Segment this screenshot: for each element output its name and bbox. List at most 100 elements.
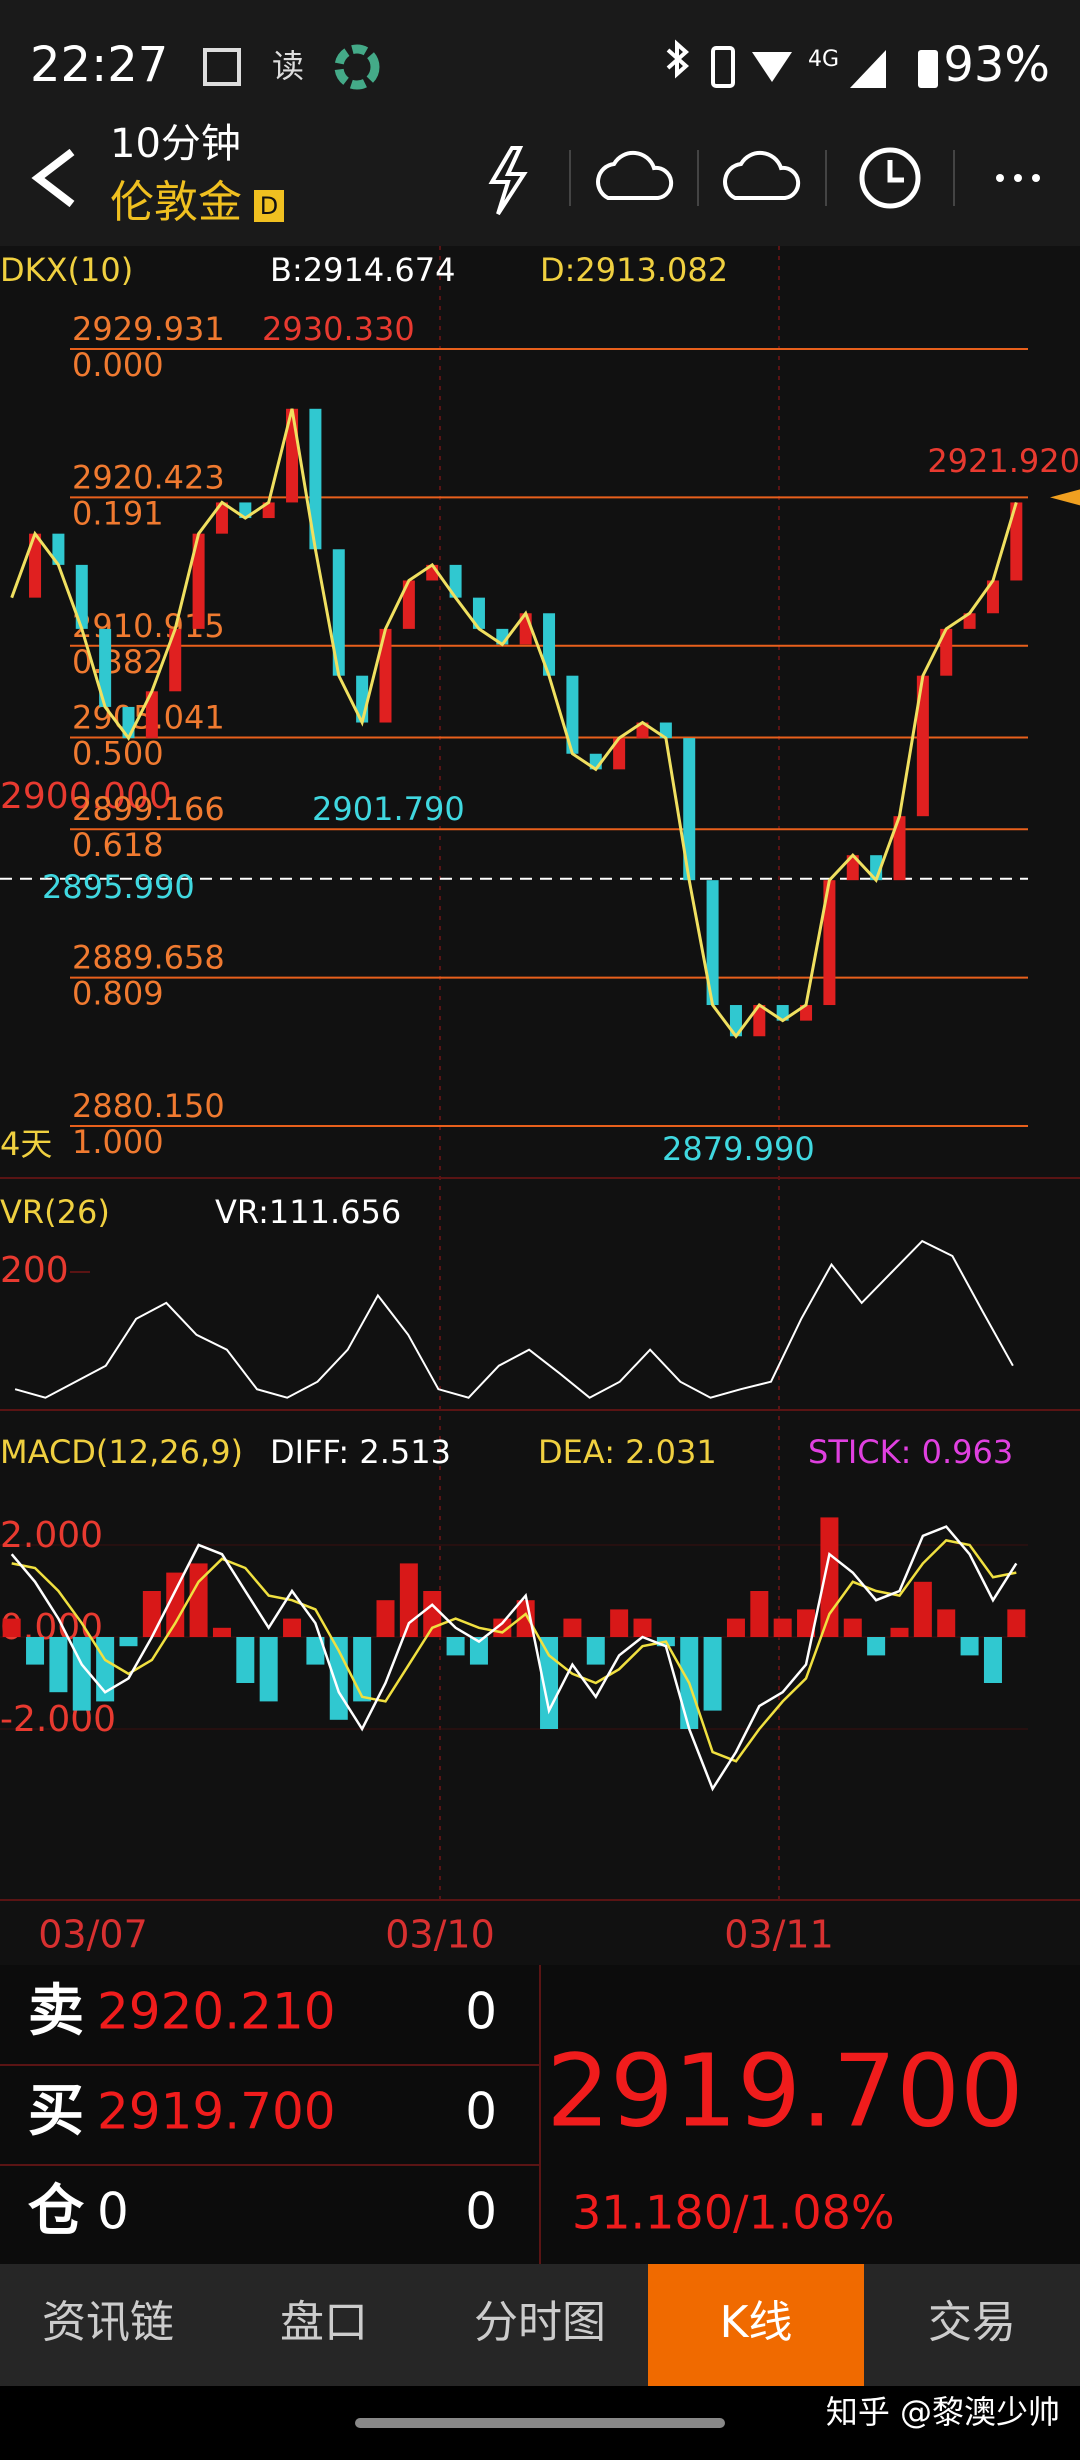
candle [332, 549, 345, 676]
macd-bar [49, 1637, 68, 1693]
macd-bar [516, 1600, 535, 1637]
macd-bar [353, 1637, 372, 1702]
dea-label: DEA: 2.031 [538, 1433, 717, 1471]
macd-tick-label: -2.000 [0, 1699, 116, 1740]
macd-bar [750, 1591, 769, 1637]
left-label: 2900.000 [0, 776, 172, 817]
candle [706, 880, 719, 1006]
tab-bar-bg [0, 2264, 1080, 2386]
candle [215, 502, 228, 534]
vr-tick-label: 200 [0, 1250, 69, 1291]
high-label: 2930.330 [262, 310, 415, 348]
fib-price: 2929.931 [72, 310, 225, 348]
macd-bar [142, 1591, 161, 1637]
fib-ratio: 0.618 [72, 826, 164, 864]
macd-bar [259, 1637, 278, 1702]
macd-bar [773, 1618, 792, 1637]
history-button[interactable] [859, 147, 921, 209]
home-indicator [355, 2418, 725, 2428]
row-label: 卖 [28, 1979, 84, 2044]
cloud-flash-button[interactable] [596, 150, 674, 200]
candle [145, 691, 158, 739]
macd-bar [610, 1609, 629, 1637]
signal-icon [850, 50, 886, 88]
level-marker [1050, 489, 1080, 506]
candle [963, 613, 976, 629]
row-label: 仓 [28, 2179, 85, 2244]
watermark: 知乎 @黎澳少帅 [826, 2393, 1060, 2431]
macd-bar [26, 1637, 45, 1665]
dkx-d: D:2913.082 [540, 251, 728, 289]
macd-bar [843, 1618, 862, 1637]
macd-bar [633, 1618, 652, 1637]
macd-bar [446, 1637, 465, 1656]
row-price: 2920.210 [97, 1983, 336, 2041]
candle [99, 628, 112, 707]
row-price: 2919.700 [97, 2083, 336, 2141]
tab[interactable]: K线 [720, 2297, 793, 2348]
fib-ratio: 0.382 [72, 643, 164, 681]
candle [776, 1005, 789, 1021]
row-qty: 0 [465, 1983, 497, 2041]
macd-bar [586, 1637, 605, 1665]
macd-bar [376, 1600, 395, 1637]
bluetooth-icon [666, 39, 690, 79]
candle [239, 502, 252, 519]
app-icon [334, 44, 380, 90]
macd-bar [1007, 1609, 1026, 1637]
fib-ratio: 0.809 [72, 975, 164, 1013]
macd-bar [2, 1618, 21, 1637]
dea-line [11, 1539, 1017, 1763]
macd-bar [726, 1618, 745, 1637]
fib-price: 2889.658 [72, 939, 225, 977]
macd-bar [283, 1618, 302, 1637]
right-label: 2921.920 [927, 442, 1080, 480]
flash-button[interactable] [488, 146, 528, 216]
notification-icon [203, 48, 241, 86]
candle [613, 738, 626, 770]
candle [543, 613, 556, 676]
fib-price: 2880.150 [72, 1087, 225, 1125]
macd-bar [983, 1637, 1002, 1683]
read-icon: 读 [272, 47, 304, 85]
macd-bar [913, 1581, 932, 1637]
dkx-b: B:2914.674 [270, 251, 455, 289]
candle [449, 564, 462, 598]
date-label: 03/11 [724, 1913, 834, 1957]
cloud-sync-button[interactable] [723, 150, 801, 200]
wifi-icon [752, 52, 792, 82]
vr-line [14, 1239, 1014, 1399]
candle [566, 675, 579, 754]
tab[interactable]: 分时图 [474, 2297, 606, 2348]
row-qty: 0 [465, 2183, 497, 2241]
macd-bar [937, 1609, 956, 1637]
macd-bar [797, 1609, 816, 1637]
candle [52, 533, 65, 565]
tab[interactable]: 盘口 [280, 2297, 368, 2348]
vibrate-icon [711, 46, 735, 88]
fib-price: 2920.423 [72, 458, 225, 496]
fib-ratio: 0.000 [72, 346, 164, 384]
row-qty: 0 [465, 2083, 497, 2141]
macd-title: MACD(12,26,9) [0, 1433, 243, 1471]
macd-bar [469, 1637, 488, 1665]
clock: 22:27 [30, 37, 168, 93]
fib-ratio: 0.500 [72, 734, 164, 772]
battery-level: 93% [943, 37, 1050, 93]
more-button[interactable] [996, 174, 1040, 182]
macd-bar [423, 1591, 442, 1637]
tab[interactable]: 资讯链 [42, 2297, 174, 2348]
fib-price: 2899.166 [72, 790, 225, 828]
macd-bar [212, 1627, 231, 1637]
macd-bar [960, 1637, 979, 1656]
candle [1010, 502, 1023, 581]
back-button[interactable] [31, 148, 75, 208]
tab[interactable]: 交易 [928, 2297, 1016, 2348]
stick-label: STICK: 0.963 [808, 1433, 1013, 1471]
row-label: 买 [28, 2079, 84, 2144]
close-line [10, 408, 1018, 1039]
candle [192, 533, 205, 629]
candle [846, 855, 859, 881]
macd-bar [236, 1637, 255, 1683]
